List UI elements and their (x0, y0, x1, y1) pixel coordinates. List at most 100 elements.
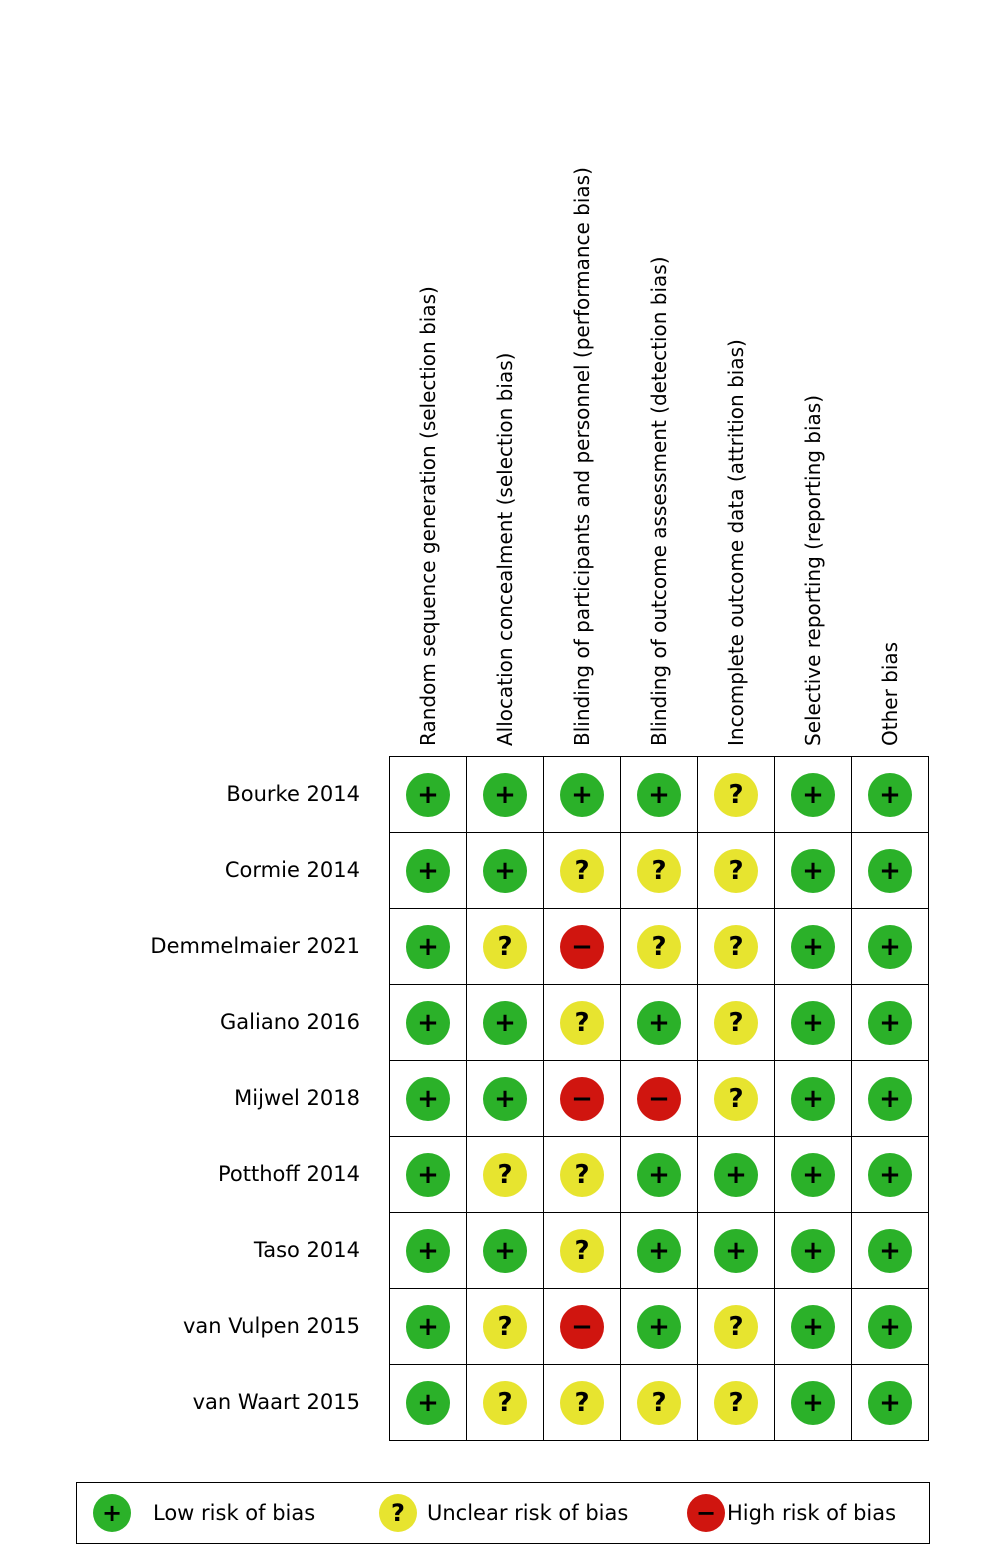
rob-cell: + (621, 757, 698, 833)
rob-cell: − (544, 1061, 621, 1137)
rob-cell: ? (467, 1289, 544, 1365)
column-header: Allocation concealment (selection bias) (492, 352, 517, 746)
low-risk-icon: + (560, 772, 604, 817)
row-labels: Bourke 2014 Cormie 2014 Demmelmaier 2021 Ga… (0, 756, 376, 1440)
unclear-risk-icon: ? (637, 924, 681, 969)
rob-cell: ? (467, 1137, 544, 1213)
rob-cell: ? (467, 1365, 544, 1441)
rob-cell: − (621, 1061, 698, 1137)
unclear-risk-icon: ? (560, 1152, 604, 1197)
unclear-risk-icon: ? (714, 1380, 758, 1425)
low-risk-icon: + (406, 1228, 450, 1273)
rob-cell: + (390, 985, 467, 1061)
low-risk-icon: + (714, 1228, 758, 1273)
rob-cell: + (852, 833, 929, 909)
rob-cell: + (390, 1213, 467, 1289)
rob-cell: + (775, 985, 852, 1061)
low-risk-icon: + (93, 1494, 131, 1532)
legend-item-unclear-risk: ? Unclear risk of bias (379, 1483, 628, 1543)
rob-cell: + (775, 1137, 852, 1213)
low-risk-icon: + (868, 924, 912, 969)
legend: + Low risk of bias ? Unclear risk of bia… (76, 1482, 930, 1544)
rob-cell: ? (698, 833, 775, 909)
rob-cell: ? (621, 1365, 698, 1441)
legend-item-low-risk: + Low risk of bias (93, 1483, 315, 1543)
unclear-risk-icon: ? (637, 1380, 681, 1425)
rob-cell: + (621, 1289, 698, 1365)
low-risk-icon: + (868, 1380, 912, 1425)
high-risk-icon: − (560, 1304, 604, 1349)
rob-cell: + (544, 757, 621, 833)
rob-cell: ? (698, 757, 775, 833)
low-risk-icon: + (483, 848, 527, 893)
rob-cell: + (621, 985, 698, 1061)
unclear-risk-icon: ? (560, 1000, 604, 1045)
unclear-risk-icon: ? (714, 924, 758, 969)
rob-cell: + (775, 909, 852, 985)
legend-label-high-risk: High risk of bias (727, 1501, 897, 1525)
rob-cell: + (852, 1213, 929, 1289)
rob-cell: + (852, 909, 929, 985)
rob-cell: ? (621, 909, 698, 985)
rob-cell: + (852, 757, 929, 833)
column-header: Blinding of participants and personnel (… (569, 167, 594, 746)
rob-cell: + (775, 1213, 852, 1289)
low-risk-icon: + (637, 1152, 681, 1197)
low-risk-icon: + (791, 1228, 835, 1273)
rob-cell: ? (544, 985, 621, 1061)
rob-cell: + (852, 1365, 929, 1441)
rob-cell: + (390, 1137, 467, 1213)
unclear-risk-icon: ? (483, 924, 527, 969)
low-risk-icon: + (868, 772, 912, 817)
low-risk-icon: + (868, 1076, 912, 1121)
low-risk-icon: + (868, 1000, 912, 1045)
low-risk-icon: + (483, 1228, 527, 1273)
low-risk-icon: + (791, 848, 835, 893)
rob-cell: + (621, 1137, 698, 1213)
rob-cell: ? (698, 909, 775, 985)
rob-cell: + (852, 1137, 929, 1213)
study-label: Taso 2014 (253, 1238, 360, 1262)
low-risk-icon: + (791, 924, 835, 969)
rob-cell: ? (544, 833, 621, 909)
rob-cell: + (390, 1365, 467, 1441)
rob-cell: ? (544, 1137, 621, 1213)
legend-label-low-risk: Low risk of bias (153, 1501, 316, 1525)
low-risk-icon: + (791, 1152, 835, 1197)
low-risk-icon: + (483, 1076, 527, 1121)
study-label: Cormie 2014 (224, 858, 360, 882)
high-risk-icon: − (687, 1494, 725, 1532)
rob-cell: + (467, 985, 544, 1061)
study-label: van Vulpen 2015 (182, 1314, 360, 1338)
rob-cell: ? (544, 1213, 621, 1289)
low-risk-icon: + (406, 1000, 450, 1045)
rob-cell: ? (698, 1365, 775, 1441)
rob-cell: + (467, 833, 544, 909)
rob-cell: + (467, 1213, 544, 1289)
unclear-risk-icon: ? (714, 1304, 758, 1349)
rob-cell: + (775, 757, 852, 833)
rob-cell: + (467, 757, 544, 833)
rob-cell: ? (467, 909, 544, 985)
rob-cell: + (775, 833, 852, 909)
unclear-risk-icon: ? (714, 1000, 758, 1045)
rob-cell: + (621, 1213, 698, 1289)
column-header: Blinding of outcome assessment (detectio… (646, 256, 671, 746)
unclear-risk-icon: ? (714, 772, 758, 817)
study-label: Bourke 2014 (226, 782, 360, 806)
low-risk-icon: + (868, 1304, 912, 1349)
low-risk-icon: + (483, 1000, 527, 1045)
rob-cell: + (390, 757, 467, 833)
low-risk-icon: + (406, 1304, 450, 1349)
low-risk-icon: + (868, 848, 912, 893)
rob-cell: + (698, 1137, 775, 1213)
unclear-risk-icon: ? (714, 848, 758, 893)
low-risk-icon: + (791, 1304, 835, 1349)
low-risk-icon: + (791, 1380, 835, 1425)
low-risk-icon: + (406, 924, 450, 969)
risk-of-bias-grid: + + + +? + + + +??? + + +? −?? + + + +? +? + + + + − −? + + +?? + +… (389, 756, 929, 1441)
study-label: Mijwel 2018 (234, 1086, 360, 1110)
unclear-risk-icon: ? (560, 1380, 604, 1425)
rob-cell: + (390, 909, 467, 985)
rob-cell: + (852, 1289, 929, 1365)
